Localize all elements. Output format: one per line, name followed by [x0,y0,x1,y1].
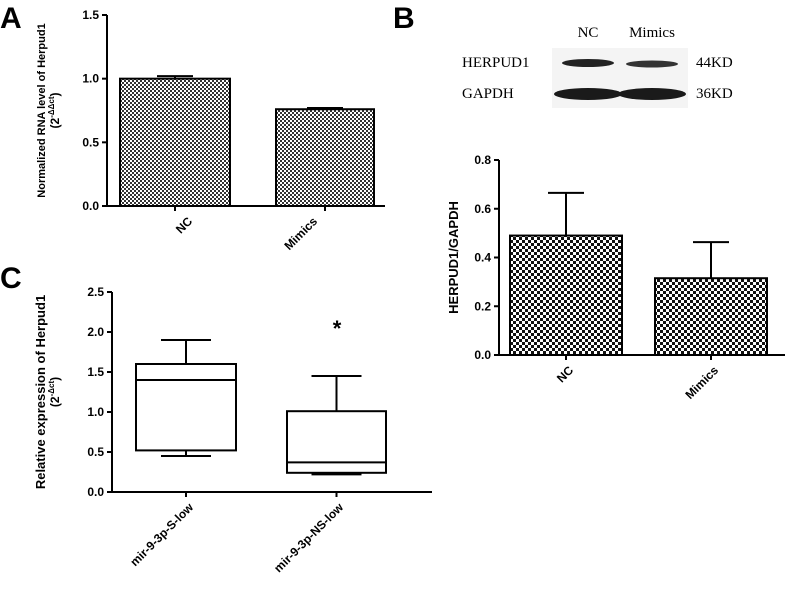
western-blot: NC Mimics HERPUD1 44KD GAPDH 36KD [462,25,733,108]
y-axis-label: Normalized RNA level of Herpud1 [36,23,48,197]
box [135,363,237,452]
x-tick-label: Mimics [281,214,320,253]
y-tick-label: 2.0 [87,325,104,339]
y-tick-label: 0.0 [87,485,104,499]
y-axis-label-part: ) [48,93,62,97]
bar [654,277,768,356]
y-tick-label: 0.4 [474,251,491,265]
band [554,88,622,100]
y-tick-label: 0.0 [474,348,491,362]
y-axis-label: Relative expression of Herpud1 [33,295,48,489]
y-tick-label: 2.5 [87,285,104,299]
x-tick-label: Mimics [682,363,721,402]
panel-letter: B [393,2,415,35]
size-label: 36KD [696,86,733,102]
row-label: GAPDH [462,86,514,102]
box [286,410,387,474]
y-tick-label: 1.0 [82,72,99,86]
y-tick-label: 0.6 [474,202,491,216]
y-axis-label-part: (2 [48,117,62,128]
bar [119,77,231,207]
y-axis-label-part: (2 [48,396,62,407]
y-tick-label: 1.0 [87,405,104,419]
band [618,88,686,100]
y-axis-label-part: ) [48,377,62,381]
band [562,59,614,67]
y-axis-label-part: -Δct [47,381,56,397]
annotation: * [333,316,342,341]
y-tick-label: 0.8 [474,153,491,167]
y-tick-label: 0.0 [82,199,99,213]
y-axis-label-part: -ΔΔct [47,96,56,118]
y-axis-label-sub: (2-ΔΔct) [47,93,62,129]
x-tick-label: NC [173,214,195,236]
x-tick-label: NC [554,363,576,385]
y-axis-label: HERPUD1/GAPDH [446,201,461,314]
lane-label: Mimics [629,25,675,41]
y-tick-label: 0.5 [82,135,99,149]
y-tick-label: 0.5 [87,445,104,459]
x-tick-label: mir-9-3p-S-low [127,500,196,569]
lane-label: NC [578,25,599,41]
bar [275,108,375,207]
panel-letter: C [0,262,22,295]
size-label: 44KD [696,55,733,71]
y-tick-label: 1.5 [87,365,104,379]
y-axis-label-sub: (2-Δct) [47,377,62,407]
y-tick-label: 0.2 [474,299,491,313]
row-label: HERPUD1 [462,55,530,71]
y-tick-label: 1.5 [82,8,99,22]
band [626,60,678,68]
panel-letter: A [0,2,22,35]
bar [509,234,623,356]
x-tick-label: mir-9-3p-NS-low [271,500,346,575]
